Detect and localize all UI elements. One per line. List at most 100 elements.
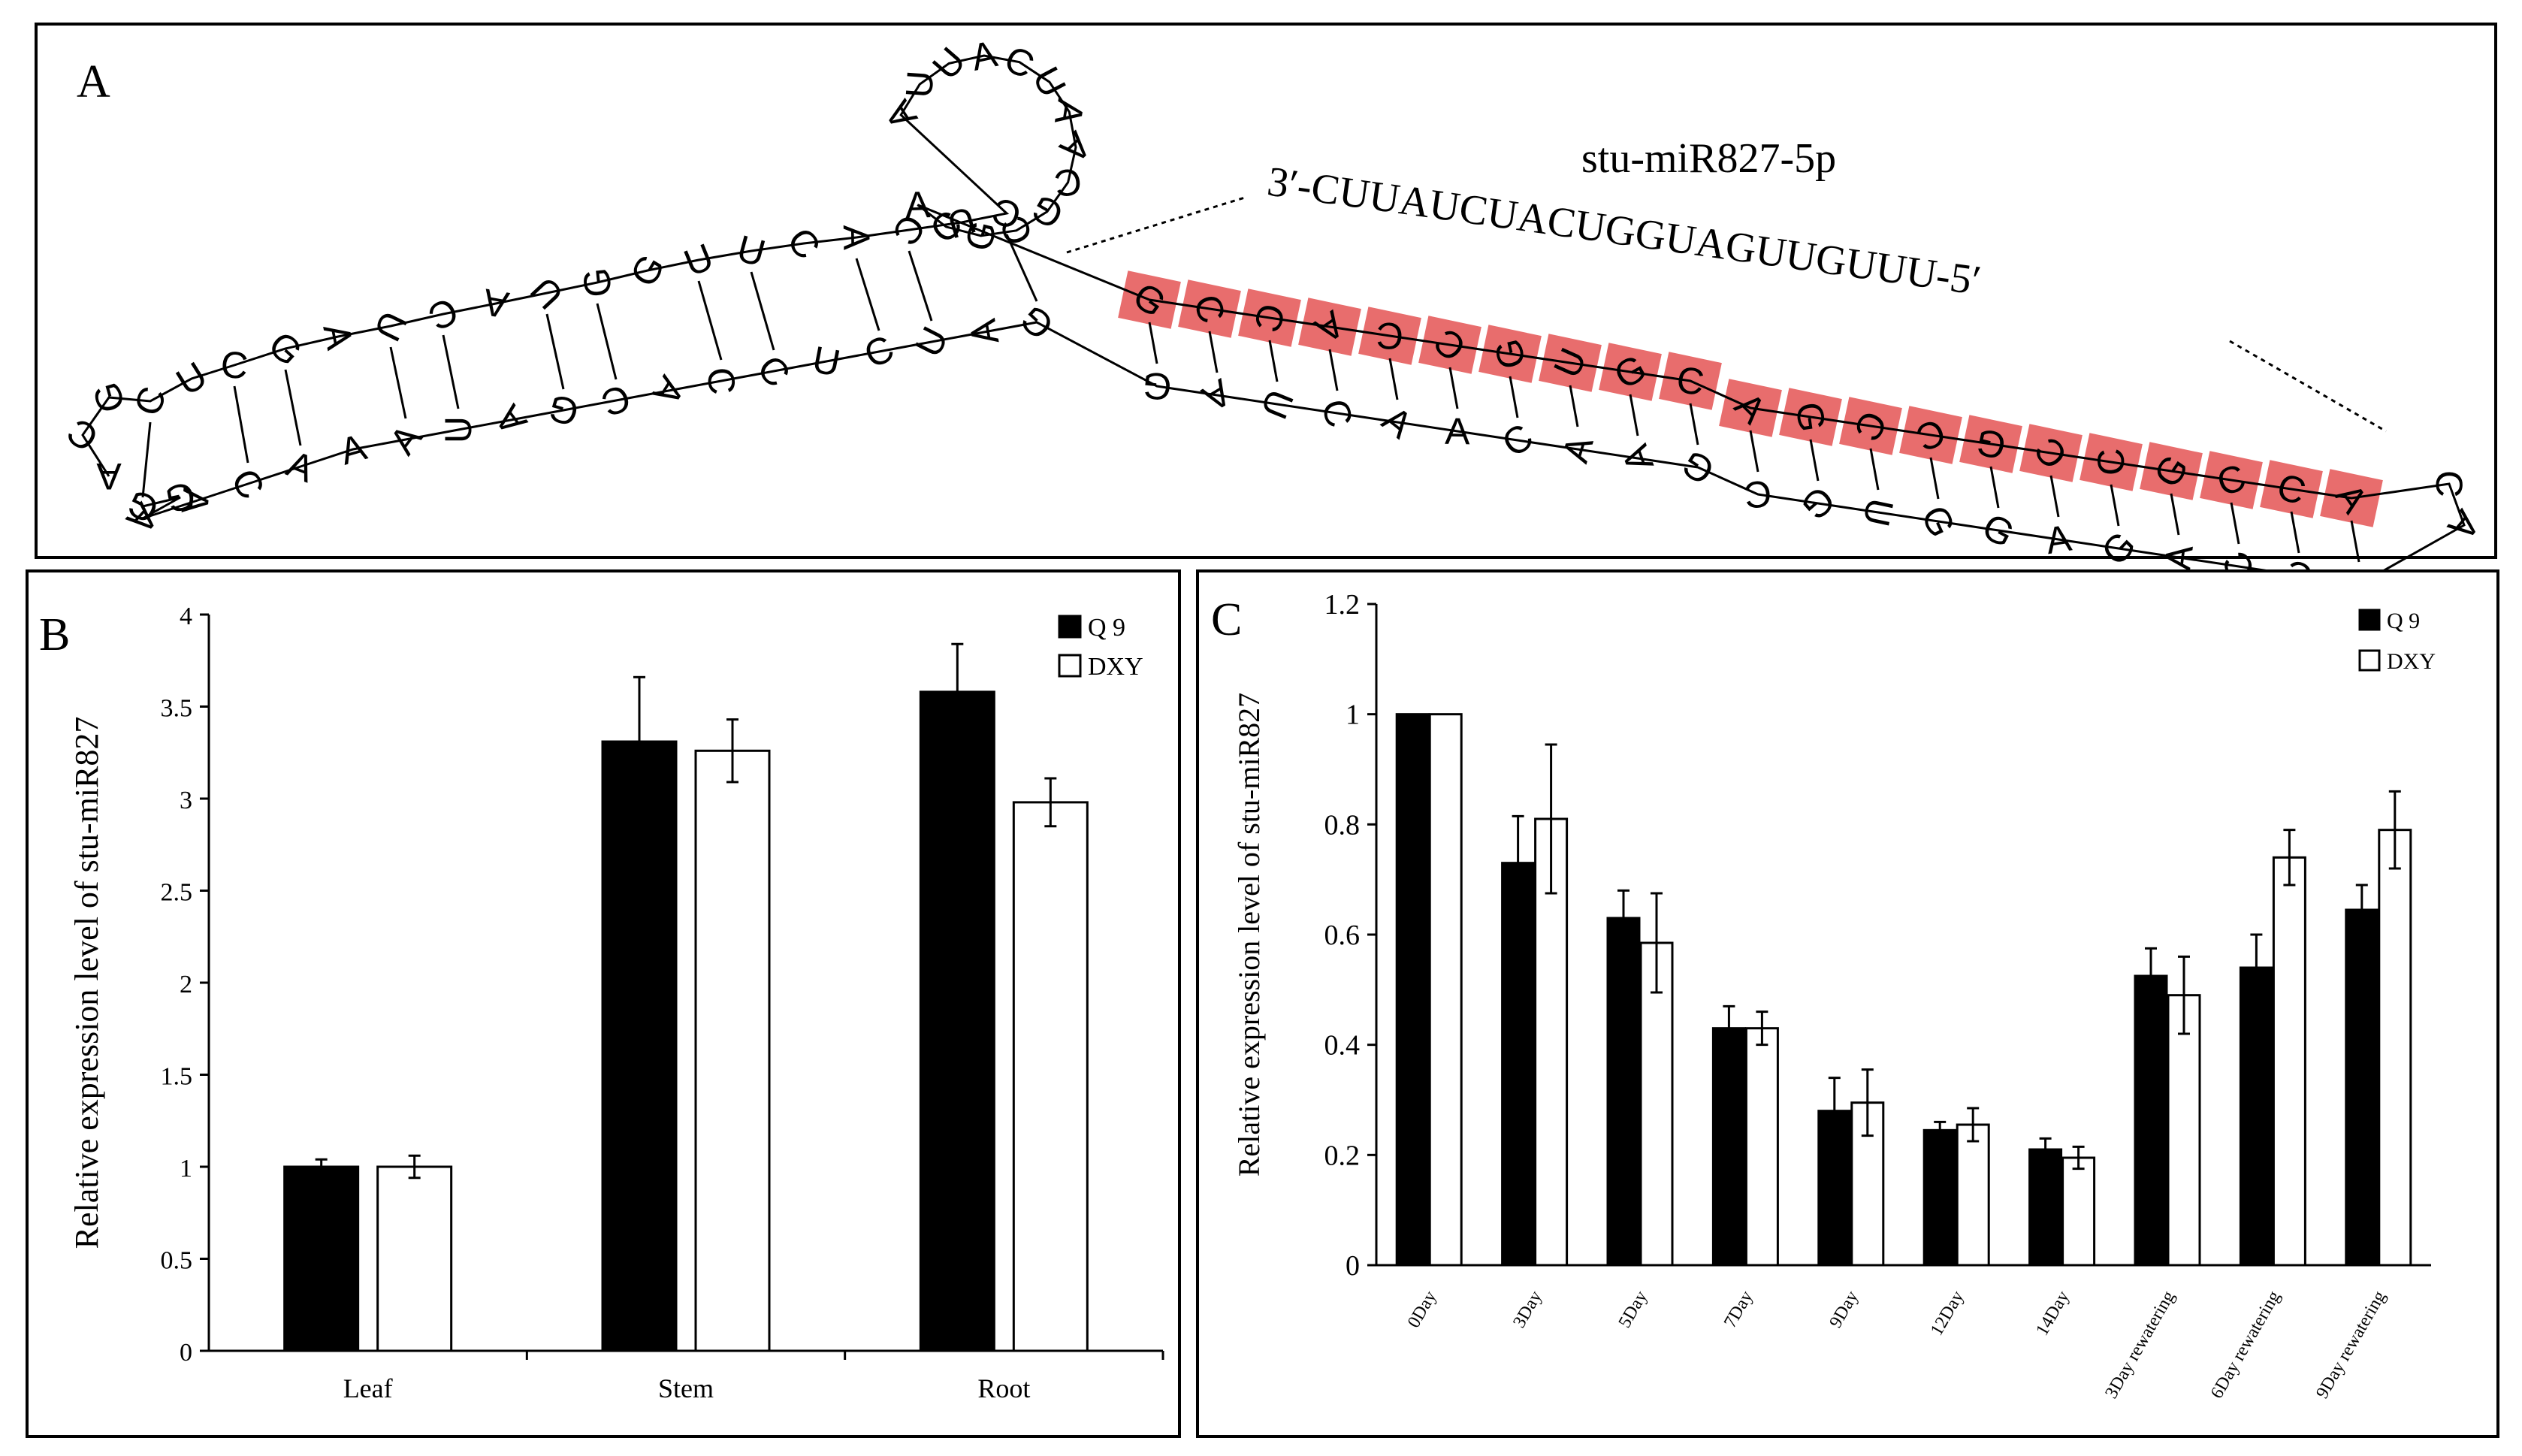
base-pair-line <box>1328 349 1339 391</box>
y-tick-label: 0.2 <box>1324 1140 1361 1171</box>
nucleotide: C <box>1376 314 1405 358</box>
nucleotide: C <box>223 461 273 506</box>
nucleotide: U <box>169 354 214 404</box>
base-pair-line <box>1929 457 1940 500</box>
x-category-label: 14Day <box>2032 1288 2073 1339</box>
nucleotide: C <box>596 376 636 424</box>
nucleotide: A <box>835 225 878 251</box>
base-pair-line <box>284 369 302 446</box>
nucleotide: A <box>479 280 512 326</box>
bar-q9 <box>601 740 678 1352</box>
backbone-line <box>81 54 2466 586</box>
y-tick-label: 3 <box>180 787 192 814</box>
nucleotide: A <box>1195 370 1239 420</box>
legend-label: DXY <box>1088 653 1143 681</box>
mirna-highlight-boxes <box>1118 270 2383 527</box>
legend-swatch-q9 <box>1058 615 1082 639</box>
bar-q9 <box>1922 1128 1957 1267</box>
nucleotide: C <box>699 366 744 397</box>
x-category-label: 9Day <box>1826 1288 1862 1331</box>
nucleotide: C <box>125 381 174 421</box>
nucleotide: U <box>732 227 769 274</box>
bar-dxy <box>1744 1027 1779 1267</box>
base-pair-line <box>1268 340 1279 382</box>
nucleotide: A <box>1554 430 1601 467</box>
nucleotide: G <box>261 323 310 374</box>
bar-q9 <box>1606 917 1641 1267</box>
nucleotide: A <box>174 487 218 516</box>
base-pair-line <box>233 385 249 464</box>
base-pair-line <box>1208 331 1219 373</box>
nucleotide: C <box>1313 394 1361 431</box>
nucleotide: C <box>2089 448 2133 477</box>
y-axis-label: Relative expression level of stu-miR827 <box>68 717 105 1249</box>
base-pair-line <box>2290 511 2300 554</box>
panel-a-letter: A <box>77 56 110 107</box>
bar-dxy <box>376 1165 453 1352</box>
x-category-label: 6Day rewatering <box>2207 1288 2285 1402</box>
base-pair-line <box>1749 430 1759 473</box>
bar-dxy <box>2167 994 2201 1267</box>
base-pair-line <box>442 334 460 409</box>
nucleotide: C <box>59 410 107 460</box>
bar-dxy <box>1956 1123 1990 1267</box>
nucleotide: A <box>315 320 361 353</box>
nucleotide: G <box>1140 364 1174 409</box>
y-tick-label: 2 <box>180 971 192 998</box>
timecourse-bar-chart: 0 0.2 0.4 0.6 0.8 1 1.2 Relative expression lev… <box>1232 589 2436 1402</box>
nucleotide: U <box>907 320 956 364</box>
nucleotide: U <box>366 304 415 347</box>
nucleotide: A <box>1047 96 1092 128</box>
base-pair-line <box>1989 466 2000 509</box>
nucleotide: U <box>1855 495 1901 530</box>
nucleotide: U <box>898 69 941 99</box>
nucleotide: G <box>575 266 620 300</box>
base-pair-line <box>1569 385 1579 427</box>
y-tick-label: 1.5 <box>161 1063 193 1091</box>
nucleotide: C <box>1743 473 1773 516</box>
nucleotide: A <box>486 397 535 443</box>
y-tick-label: 0.6 <box>1324 920 1361 951</box>
x-category-label: 5Day <box>1615 1288 1652 1331</box>
base-pair-line <box>1148 322 1158 364</box>
x-category-label: Root <box>977 1373 1030 1403</box>
base-pair-line <box>908 250 933 322</box>
y-tick-label: 4 <box>180 603 192 630</box>
nucleotide: A <box>1375 398 1421 447</box>
nucleotide: A <box>1614 439 1662 477</box>
base-pair-line <box>1809 439 1820 482</box>
nucleotide: G <box>85 378 134 418</box>
panel-b-letter: B <box>39 609 71 660</box>
nucleotide: A <box>2043 517 2074 563</box>
nucleotide: A <box>968 32 1001 79</box>
nucleotide: A <box>1445 410 1471 453</box>
y-tick-label: 0 <box>1346 1250 1360 1282</box>
nucleotide: A <box>905 183 932 226</box>
nucleotide: A <box>2439 502 2488 548</box>
tissue-bar-chart: 0 0.5 1 1.5 2 2.5 3 3.5 4 Relative expression lev… <box>68 603 1164 1403</box>
nucleotide: C <box>857 327 900 376</box>
nucleotide: A <box>2156 542 2201 572</box>
nucleotide: C <box>749 347 799 395</box>
legend-swatch-dxy <box>1058 654 1082 678</box>
x-category-label: Stem <box>658 1373 714 1403</box>
legend-label: Q 9 <box>1088 614 1125 642</box>
nucleotide: A <box>961 316 1007 348</box>
base-pair-line <box>855 258 880 331</box>
x-category-label: 7Day <box>1720 1288 1757 1331</box>
x-category-label: 9Day rewatering <box>2312 1288 2390 1402</box>
nucleotide: G <box>622 247 673 294</box>
nucleotide: C <box>1674 358 1707 403</box>
bar-dxy <box>2061 1156 2096 1267</box>
base-pair-line <box>1689 403 1699 446</box>
nucleotide: G <box>1788 400 1834 434</box>
y-tick-label: 0.4 <box>1324 1030 1361 1062</box>
y-tick-label: 3.5 <box>161 695 193 723</box>
legend-swatch-dxy <box>2358 649 2381 672</box>
bar-dxy <box>1428 713 1463 1267</box>
nucleotide: G <box>1793 478 1843 529</box>
bar-dxy <box>1639 941 1674 1267</box>
